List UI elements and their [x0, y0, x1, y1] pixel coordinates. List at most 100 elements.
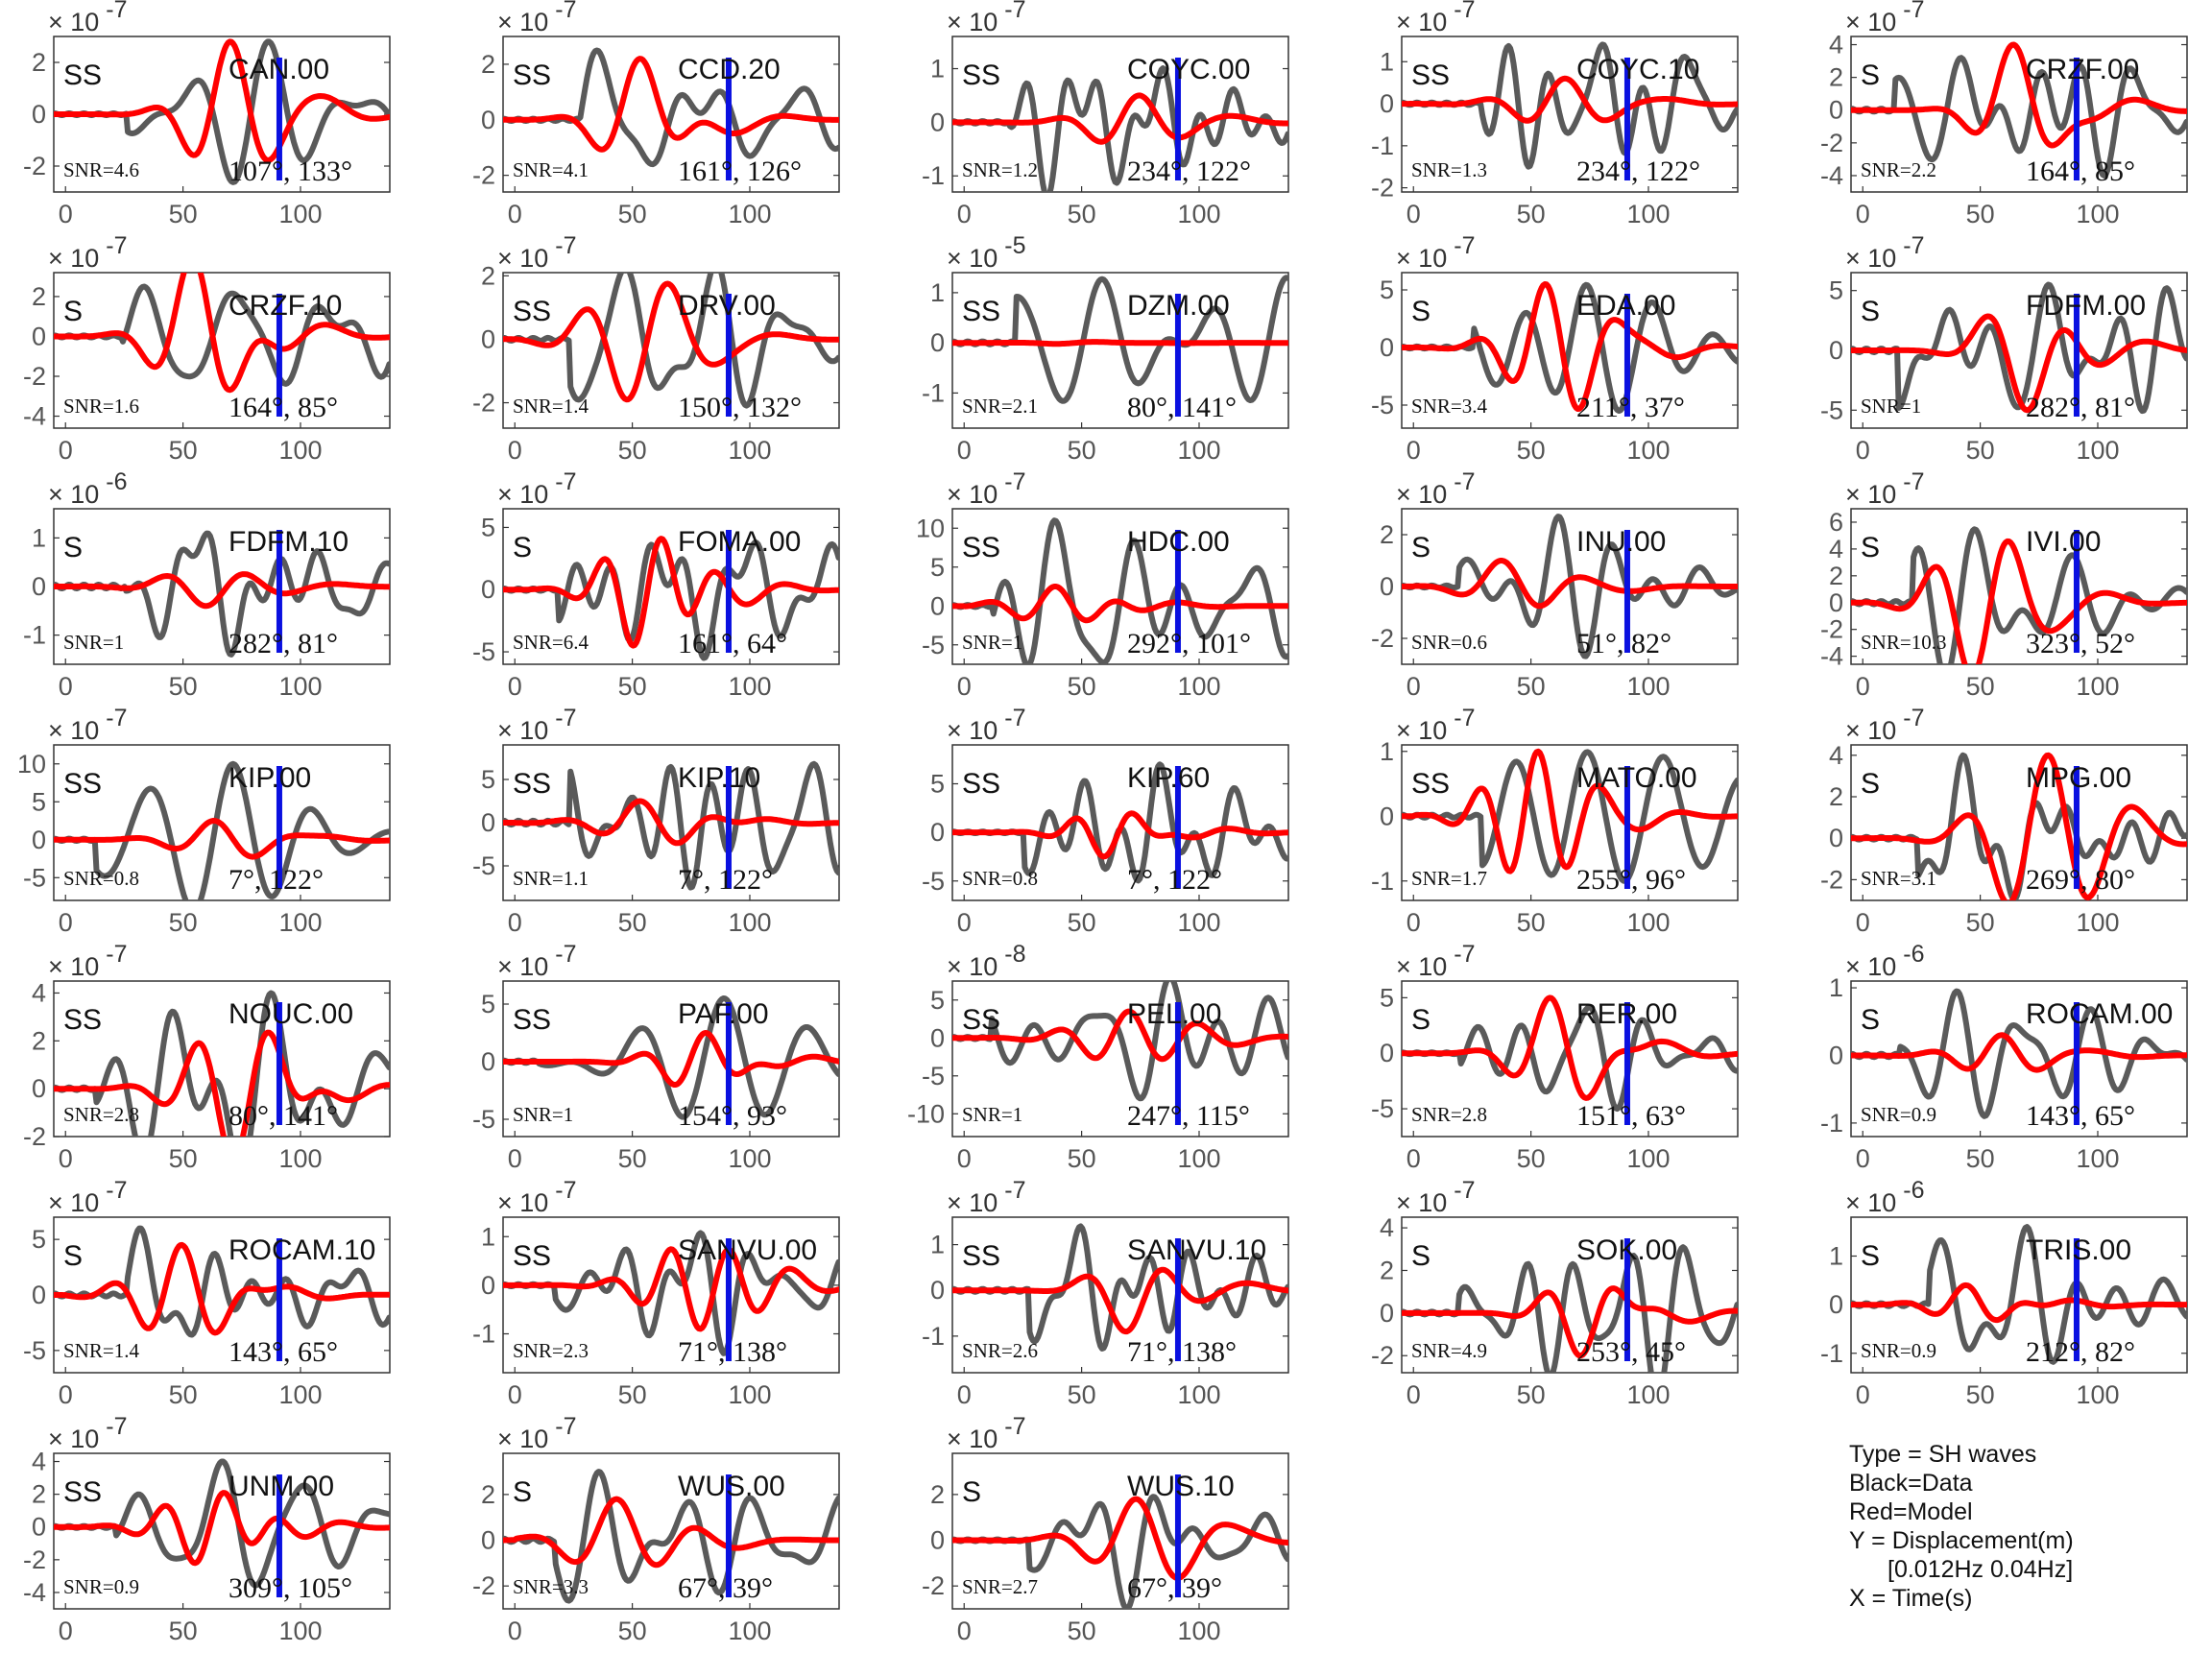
model-trace	[1402, 558, 1738, 610]
y-tick-label: -2	[1371, 1341, 1394, 1370]
model-trace	[54, 571, 390, 610]
exponent-base: × 10	[48, 8, 100, 36]
exponent-base: × 10	[1396, 244, 1448, 273]
x-tick-label: 100	[1177, 1380, 1220, 1409]
phase-label: SS	[962, 1240, 1000, 1272]
x-tick-label: 100	[1177, 908, 1220, 937]
exponent-value: -7	[1447, 705, 1476, 731]
waveform-plot: -2 0 2 0 50 100 SS DRV.00 SNR=1.4 150°, 132°	[472, 261, 840, 465]
angles-label: 7°, 122°	[228, 864, 324, 896]
angles-label: 253°, 45°	[1576, 1336, 1686, 1368]
exponent-label: × 10 -7	[497, 941, 577, 982]
exponent-base: × 10	[1845, 244, 1897, 273]
data-trace	[1851, 281, 2187, 415]
axes-box	[1850, 36, 2188, 193]
angles-label: 71°, 138°	[678, 1336, 787, 1368]
x-tick-label: 100	[278, 1380, 322, 1409]
waveform-plot: -4 -2 0 2 0 50 100 S CRZF.10 SNR=1.6 164°, 85°	[23, 272, 391, 465]
y-tick-label: 1	[481, 1222, 495, 1251]
y-tick-label: 1	[930, 278, 945, 307]
x-tick-label: 100	[278, 1144, 322, 1173]
panel-fdfm-00: × 10 -7 -5 0 5 0 50 100 S FDFM.00 SNR=1 282°, 81°	[1797, 232, 2212, 472]
x-tick-label: 0	[1407, 200, 1421, 228]
y-tick-label: 4	[1829, 535, 1843, 563]
data-trace	[1402, 749, 1738, 884]
y-tick-label: -2	[1371, 174, 1394, 203]
station-label: NOUC.00	[228, 998, 353, 1030]
x-tick-label: 100	[278, 200, 322, 228]
y-tick-label: 0	[32, 826, 46, 854]
station-label: RER.00	[1576, 998, 1677, 1030]
y-tick-label: 5	[930, 986, 945, 1015]
angles-label: 164°, 85°	[2026, 156, 2135, 187]
panel-kip-60: × 10 -7 -5 0 5 0 50 100 SS KIP.60 SNR=0.8 7°, 122°	[899, 705, 1348, 945]
exponent-base: × 10	[1396, 716, 1448, 745]
panel-pel-00: × 10 -8 -10 -5 0 5 0 50 100 SS PEL.00 SNR=1 247°, 1…	[899, 941, 1348, 1181]
snr-label: SNR=3.3	[513, 1575, 589, 1598]
y-tick-label: 2	[1380, 520, 1394, 549]
y-tick-label: 0	[1380, 333, 1394, 362]
station-label: PAF.00	[678, 998, 769, 1030]
y-tick-label: 5	[930, 770, 945, 799]
y-tick-label: -5	[1371, 391, 1394, 419]
station-label: SOK.00	[1576, 1234, 1677, 1266]
y-tick-label: 2	[32, 282, 46, 311]
x-tick-label: 100	[1626, 908, 1670, 937]
y-tick-label: 0	[1380, 802, 1394, 830]
waveform-plot: -1 0 1 0 50 100 S TRIS.00 SNR=0.9 212°, 82°	[1820, 1216, 2188, 1409]
snr-label: SNR=1.3	[1411, 158, 1487, 181]
y-tick-label: 0	[930, 1526, 945, 1555]
x-tick-label: 50	[1517, 672, 1546, 701]
exponent-value: -7	[548, 1177, 577, 1204]
y-tick-label: 0	[1829, 1290, 1843, 1319]
waveform-plot: -1 0 1 0 50 100 SS SANVU.00 SNR=2.3 71°, 138°	[472, 1216, 840, 1409]
x-tick-label: 50	[1966, 908, 1995, 937]
exponent-label: × 10 -7	[1396, 1177, 1476, 1218]
angles-label: 7°, 122°	[678, 864, 773, 896]
panel-fdfm-10: × 10 -6 -1 0 1 0 50 100 S FDFM.10 SNR=1 282°, 81°	[0, 468, 449, 708]
station-label: SANVU.10	[1127, 1234, 1266, 1266]
axes-box	[502, 1452, 840, 1610]
y-tick-label: 0	[481, 575, 495, 604]
snr-label: SNR=4.6	[63, 158, 139, 181]
waveform-plot: -2 0 2 0 50 100 SS CAN.00 SNR=4.6 107°, 133°	[23, 36, 391, 228]
phase-label: S	[962, 1476, 981, 1508]
panel-inu-00: × 10 -7 -2 0 2 0 50 100 S INU.00 SNR=0.6 51°, 82°	[1348, 468, 1797, 708]
panel-tris-00: × 10 -6 -1 0 1 0 50 100 S TRIS.00 SNR=0.9 212°, 82…	[1797, 1177, 2212, 1417]
x-tick-label: 50	[169, 1380, 198, 1409]
angles-label: 7°, 122°	[1127, 864, 1222, 896]
y-tick-label: 6	[1829, 508, 1843, 537]
x-tick-label: 50	[618, 672, 647, 701]
waveform-plot: -1 0 1 0 50 100 SS SANVU.10 SNR=2.6 71°, 138°	[922, 1216, 1289, 1409]
x-tick-label: 100	[278, 908, 322, 937]
exponent-value: -7	[99, 232, 128, 259]
axes-box	[502, 272, 840, 429]
waveform-plot: -2 0 2 4 0 50 100 SS NOUC.00 SNR=2.8 80°, 141°	[23, 978, 391, 1173]
station-label: PEL.00	[1127, 998, 1221, 1030]
phase-label: SS	[962, 768, 1000, 800]
panel-dzm-00: × 10 -5 -1 0 1 0 50 100 SS DZM.00 SNR=2.1 80°, 141…	[899, 232, 1348, 472]
exponent-label: × 10 -7	[1396, 232, 1476, 274]
axes-box	[1401, 980, 1739, 1138]
angles-label: 309°, 105°	[228, 1572, 352, 1604]
phase-label: SS	[962, 1004, 1000, 1036]
snr-label: SNR=1	[962, 1103, 1022, 1126]
angles-label: 234°, 122°	[1127, 156, 1251, 187]
x-tick-label: 50	[618, 436, 647, 465]
y-tick-label: -4	[23, 1578, 46, 1607]
angles-label: 161°, 64°	[678, 628, 787, 659]
x-tick-label: 0	[957, 1144, 972, 1173]
model-trace	[1851, 1032, 2187, 1073]
y-tick-label: -1	[922, 1322, 945, 1351]
x-tick-label: 0	[508, 672, 522, 701]
angles-label: 161°, 126°	[678, 156, 802, 187]
exponent-value: -7	[548, 705, 577, 731]
y-tick-label: -2	[472, 161, 495, 190]
exponent-value: -7	[998, 1413, 1026, 1440]
x-tick-label: 0	[957, 908, 972, 937]
exponent-value: -6	[1896, 1177, 1925, 1204]
model-trace	[503, 56, 839, 153]
exponent-label: × 10 -7	[1396, 941, 1476, 982]
